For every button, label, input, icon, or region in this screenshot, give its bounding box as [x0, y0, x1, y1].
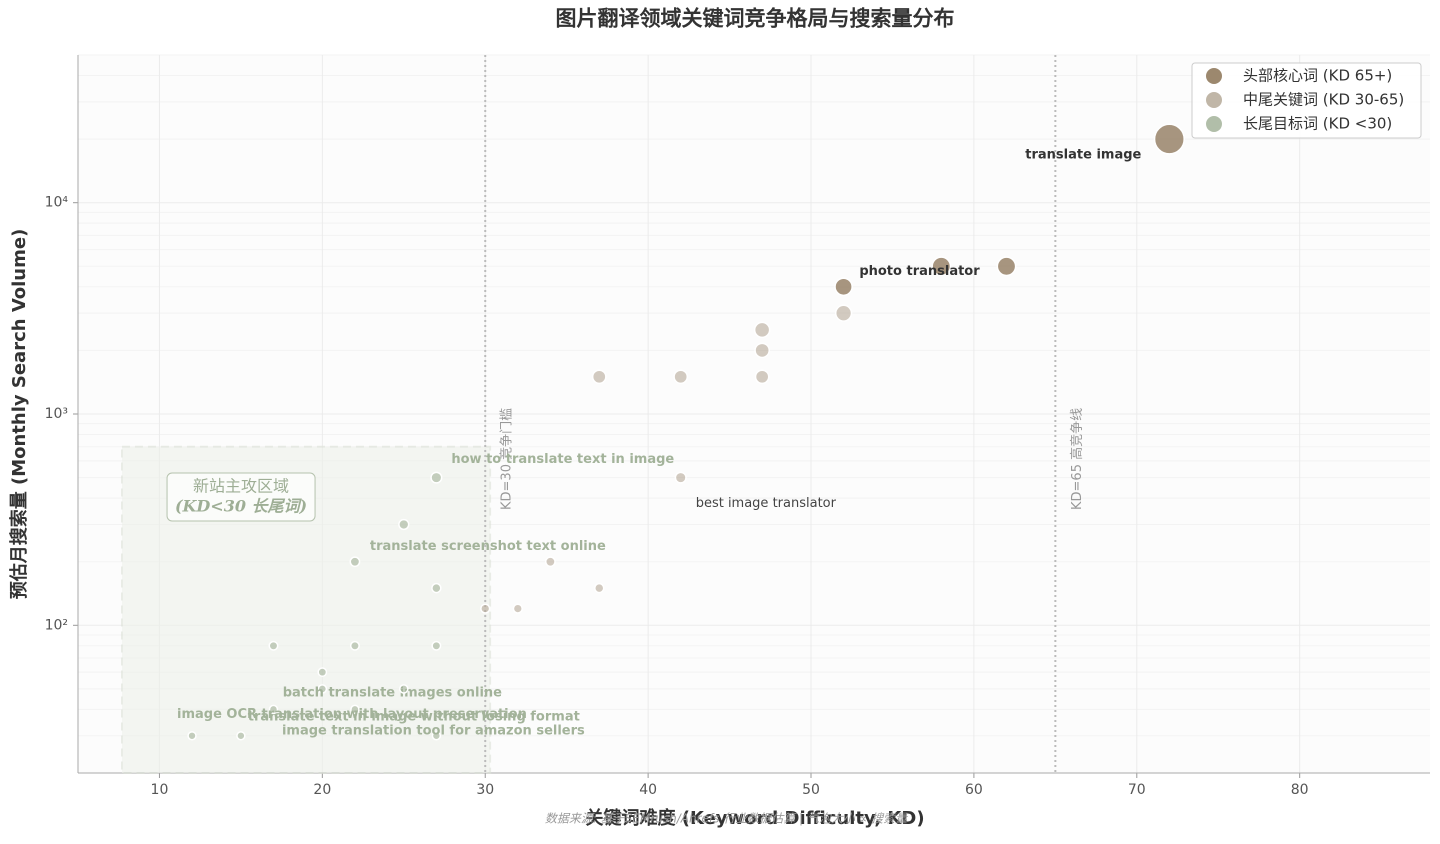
data-point [834, 277, 853, 297]
x-tick-label: 50 [802, 782, 820, 798]
data-point [431, 582, 442, 594]
threshold-label: KD=30 竞争门槛 [499, 408, 515, 510]
y-tick-label: 10⁴ [45, 195, 69, 211]
x-tick-label: 20 [313, 782, 331, 798]
point-label: batch translate images online [283, 685, 502, 700]
point-label: image translation tool for amazon seller… [282, 723, 585, 738]
data-point [931, 256, 952, 277]
legend-marker [1206, 92, 1222, 108]
legend-label: 头部核心词 (KD 65+) [1243, 67, 1392, 85]
data-point [187, 731, 197, 741]
legend-label: 中尾关键词 (KD 30-65) [1243, 91, 1404, 109]
legend-marker [1206, 116, 1222, 132]
region-label: (KD<30 长尾词) [175, 497, 307, 516]
region-label: 新站主攻区域 [193, 477, 289, 496]
point-label: translate screenshot text online [370, 539, 606, 554]
data-point [674, 471, 687, 484]
data-point [480, 603, 491, 614]
chart-title: 图片翻译领域关键词竞争格局与搜索量分布 [556, 6, 955, 31]
data-point [268, 640, 279, 651]
point-label: best image translator [696, 496, 837, 511]
y-tick-label: 10³ [45, 406, 68, 422]
data-point [398, 518, 410, 531]
x-tick-label: 60 [965, 782, 983, 798]
data-point [349, 556, 361, 568]
data-point [834, 304, 853, 322]
y-tick-label: 10² [45, 617, 68, 633]
data-point [512, 603, 523, 614]
x-tick-label: 10 [151, 782, 169, 798]
x-axis-label: 关键词难度 (Keyword Difficulty, KD) [585, 807, 924, 829]
point-label: translate image [1025, 148, 1141, 163]
data-point [1153, 123, 1185, 155]
data-point [996, 256, 1017, 277]
footnote: 数据来源: 基于SEMrush/Ahrefs 行业数据估算 | 气泡大小 ∝ 搜… [545, 812, 908, 826]
legend-label: 长尾目标词 (KD <30) [1243, 115, 1392, 133]
point-label: photo translator [859, 264, 980, 279]
x-tick-label: 30 [476, 782, 494, 798]
region-label-box [166, 472, 316, 522]
point-label: how to translate text in image [451, 452, 674, 467]
x-tick-label: 40 [639, 782, 657, 798]
legend-box [1191, 62, 1422, 139]
point-label: image OCR translation with layout preser… [177, 707, 527, 722]
data-point [591, 369, 607, 385]
data-point [431, 640, 442, 651]
data-point [349, 640, 360, 651]
y-axis-label: 预估月搜索量 (Monthly Search Volume) [8, 229, 30, 600]
data-point [268, 704, 279, 715]
data-point [753, 321, 771, 339]
data-point [236, 731, 246, 741]
data-point [545, 556, 556, 568]
x-tick-label: 80 [1291, 782, 1309, 798]
legend-marker [1206, 68, 1222, 84]
data-point [430, 471, 443, 484]
data-point [317, 667, 328, 678]
data-point [673, 369, 689, 385]
threshold-label: KD=65 高竞争线 [1069, 408, 1085, 510]
data-point [754, 369, 770, 385]
point-label: translate text in image without losing f… [248, 709, 580, 724]
data-point [317, 684, 328, 694]
data-point [594, 582, 605, 594]
data-point [398, 684, 409, 694]
data-point [754, 342, 770, 359]
x-tick-label: 70 [1128, 782, 1146, 798]
data-point [431, 731, 442, 741]
data-point [350, 704, 360, 715]
